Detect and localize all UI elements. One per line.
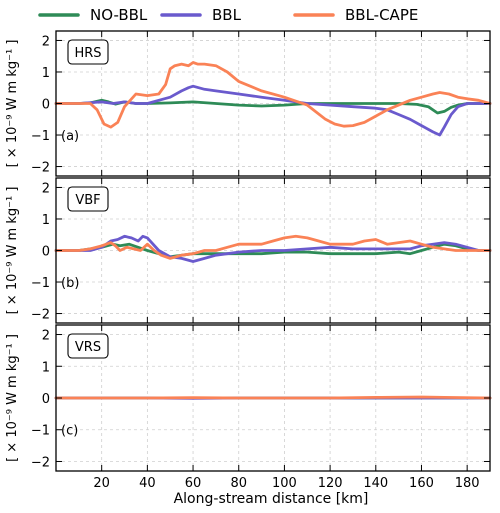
x-tick-label: 40 (139, 476, 156, 491)
y-tick-label: 2 (42, 181, 50, 196)
panel-vbf: −2 −1 0 1 2 VBF (b) [ × 10⁻⁹ W m kg⁻¹ ] (5, 177, 492, 324)
panel-label: (b) (61, 276, 79, 291)
y-tick-label: −1 (31, 276, 50, 291)
series-line-bbl-cape (54, 234, 492, 260)
panel-vrs: −2 −1 0 1 2 VRS (c) [ × 10⁻⁹ W m kg⁻¹ ] (5, 324, 492, 472)
series-line-bbl (54, 84, 492, 137)
x-tick-label: 60 (185, 476, 202, 491)
y-tick-label: 1 (42, 66, 50, 81)
legend-entry-no-bbl: NO-BBL (38, 6, 148, 24)
panel-title-box (67, 39, 109, 65)
y-tick-label: −1 (31, 129, 50, 144)
panel-label: (a) (61, 129, 79, 144)
series-line-bbl-cape (54, 61, 492, 129)
y-tick-label: 0 (42, 245, 50, 260)
y-tick-label: −2 (31, 161, 50, 176)
legend-entry-bbl-cape: BBL-CAPE (293, 6, 418, 24)
panel-title-box (67, 186, 109, 212)
panel-hrs: −2 −1 0 1 2 HRS (a) [ × 10⁻⁹ W m kg⁻¹ ] (5, 30, 492, 177)
panel-title-text: VBF (75, 193, 100, 208)
y-tick-label: 0 (42, 98, 50, 113)
y-tick-label: 2 (42, 34, 50, 49)
x-tick-label: 20 (93, 476, 110, 491)
x-tick-label: 120 (318, 476, 343, 491)
x-tick-label: 100 (272, 476, 297, 491)
panel-title-text: VRS (75, 340, 101, 355)
panel-title: VRS (67, 333, 109, 359)
x-tick-label: 80 (230, 476, 247, 491)
y-tick-label: 2 (42, 329, 50, 344)
x-tick-label: 140 (363, 476, 388, 491)
y-axis-label: [ × 10⁻⁹ W m kg⁻¹ ] (5, 187, 20, 315)
y-tick-label: −2 (31, 455, 50, 470)
legend-label: BBL (212, 6, 242, 24)
y-axis-label: [ × 10⁻⁹ W m kg⁻¹ ] (5, 40, 20, 168)
y-tick-label: −2 (31, 308, 50, 323)
x-tick-label: 180 (455, 476, 480, 491)
legend-label: NO-BBL (90, 6, 148, 24)
x-tick-label: 160 (409, 476, 434, 491)
x-axis-label: Along-stream distance [km] (174, 491, 369, 507)
y-tick-label: 1 (42, 213, 50, 228)
panel-title: VBF (67, 186, 109, 212)
y-axis-label: [ × 10⁻⁹ W m kg⁻¹ ] (5, 334, 20, 462)
panel-title-text: HRS (74, 46, 101, 61)
panel-title-box (67, 333, 109, 359)
y-tick-label: 0 (42, 392, 50, 407)
legend: NO-BBL BBL BBL-CAPE (38, 6, 418, 24)
y-tick-label: 1 (42, 360, 50, 375)
y-tick-label: −1 (31, 424, 50, 439)
panel-label: (c) (61, 424, 78, 439)
legend-entry-bbl: BBL (160, 6, 242, 24)
panel-title: HRS (67, 39, 109, 65)
series-line-bbl-cape (54, 395, 492, 400)
panels: −2 −1 0 1 2 HRS (a) [ × 10⁻⁹ W m kg⁻¹ ] −2 −1 0 1 2 V… (5, 30, 492, 491)
legend-label: BBL-CAPE (345, 6, 418, 24)
